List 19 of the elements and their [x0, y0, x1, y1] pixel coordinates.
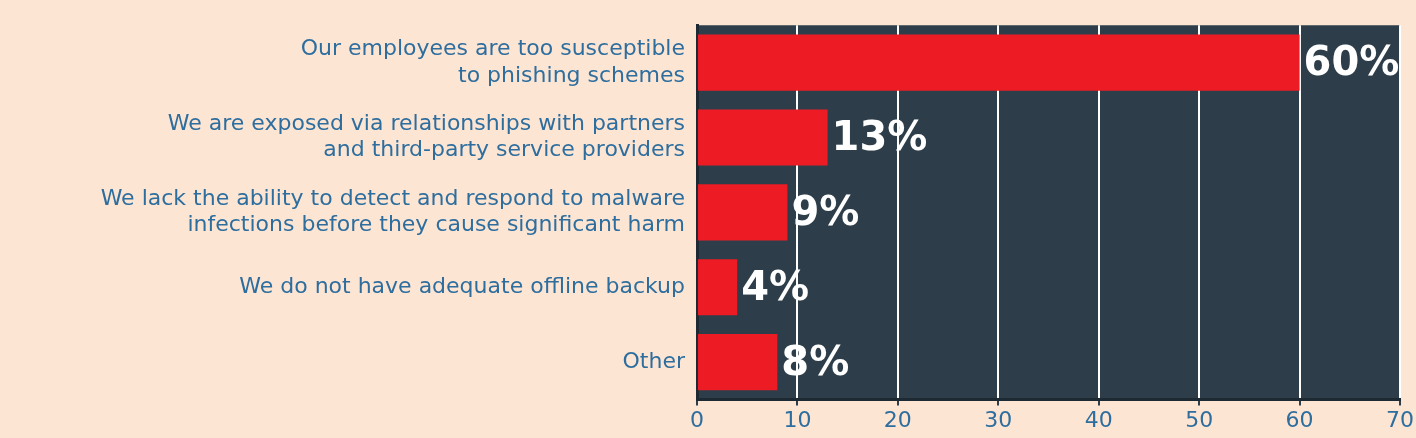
data-label: 60% [1303, 38, 1400, 85]
x-tick-label: 0 [690, 406, 704, 432]
bar [698, 109, 828, 166]
y-tick-label: We are exposed via relationships with partners and third-party service providers [167, 110, 685, 162]
y-tick-label: Our employees are too susceptible to phishing schemes [300, 35, 685, 87]
x-tick-label: 50 [1185, 406, 1214, 432]
bar [698, 184, 788, 241]
y-tick-label: We lack the ability to detect and respond to malware infections before they cause significant harm [100, 184, 685, 237]
x-tick-label: 40 [1084, 406, 1113, 432]
x-tick-label: 70 [1386, 406, 1414, 432]
bar [698, 259, 738, 316]
y-tick-label: Other [622, 347, 686, 373]
x-tick-label: 20 [883, 406, 912, 432]
x-tick-label: 10 [783, 406, 812, 432]
x-tick-label: 30 [984, 406, 1013, 432]
y-tick-label: We do not have adequate offline backup [239, 273, 685, 298]
bar [698, 34, 1300, 91]
bar [698, 334, 778, 391]
x-tick-label: 60 [1285, 406, 1314, 432]
